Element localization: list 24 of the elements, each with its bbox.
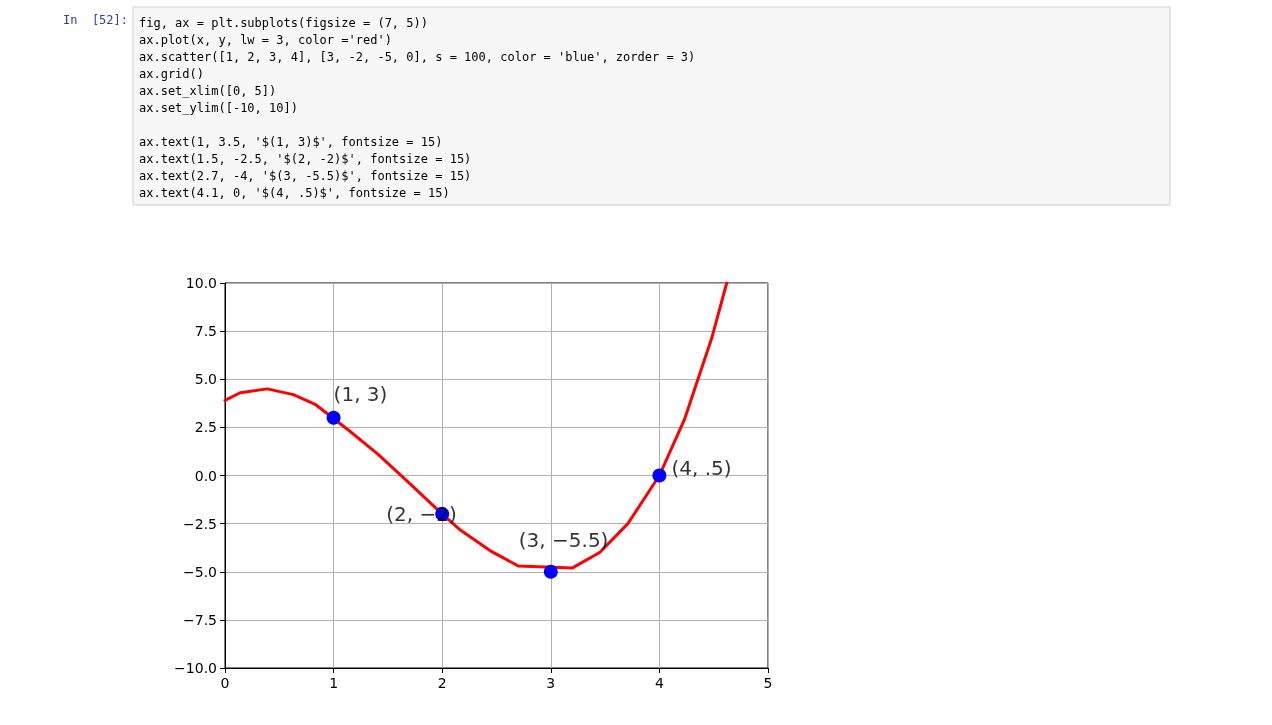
y-tick-label: 5.0 (194, 371, 217, 388)
y-tick-label: 0.0 (194, 467, 217, 484)
x-tick-label: 3 (546, 675, 556, 691)
x-tick-label: 5 (763, 675, 773, 691)
point (543, 564, 558, 579)
y-tick-label: 2.5 (194, 419, 217, 436)
y-tick-label: −7.5 (183, 611, 217, 628)
y-tick-label: −10.0 (174, 660, 217, 676)
text: In [52]: (63, 13, 129, 27)
y-tick-label: −5.0 (183, 563, 217, 580)
x-tick-label: 1 (329, 675, 339, 691)
x-tick-label: 2 (437, 675, 447, 691)
annotation: (1, 3) (333, 381, 388, 406)
text: fig, ax = plt.subplots(figsize = (7, 5)) ax.plot(x, y, lw = 3, color ='red') ax.scatter([1, 2, 3, 4], [3, -2, -5, 0], s = 100, color = 'blue', zorder = 3) ax.grid() ax.set_xlim([0, 5]) ax.set_ylim([-10, 10]) ax.text(1, 3.5, '$(1, 3)$', fontsize = 15) ax.text(1.5, -2.5, '$(2, -2)$', fontsize = 15) ax.text(2.7, -4, '$(3, -5.5)$', fontsize = 15) ax.text(4.1, 0, '$(4, .5)$', fontsize = 15) (139, 15, 696, 200)
point (326, 410, 341, 425)
y-tick-label: −2.5 (183, 515, 217, 532)
y-tick-label: 10.0 (185, 275, 217, 291)
annotation: (3, −5.5) (518, 527, 609, 552)
point (652, 468, 667, 483)
y-tick-label: 7.5 (194, 323, 217, 340)
x-tick-label: 4 (654, 675, 664, 691)
x-tick-label: 0 (220, 675, 230, 691)
annotation: (4, .5) (671, 455, 732, 480)
line-series (223, 281, 729, 570)
